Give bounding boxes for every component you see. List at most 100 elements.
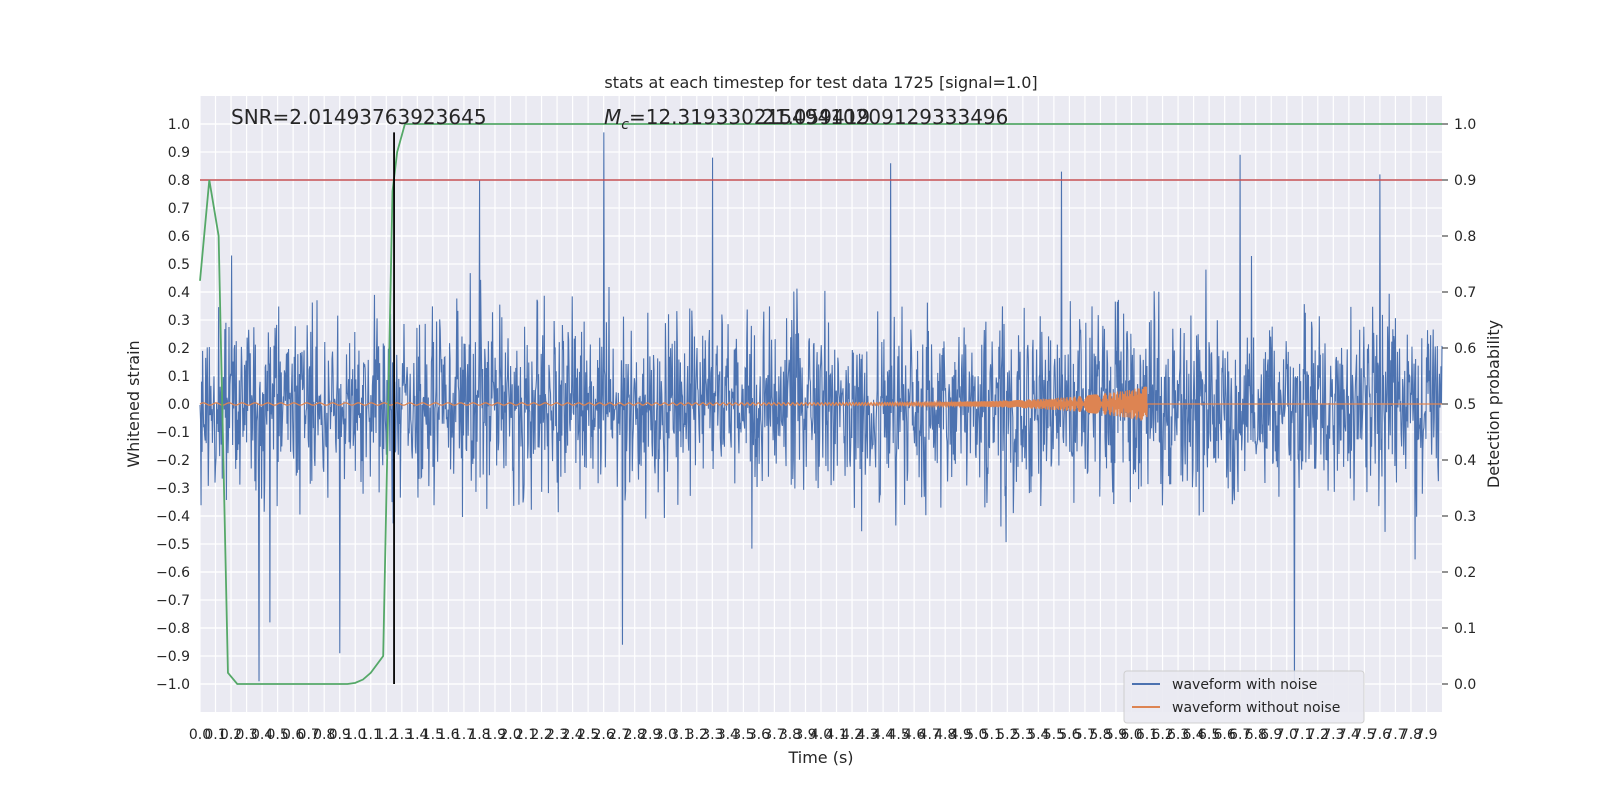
x-tick-label: 3.5 <box>732 727 754 743</box>
x-tick-label: 6.9 <box>1260 727 1282 743</box>
x-tick-label: 7.0 <box>1276 727 1298 743</box>
mc-subscript: c <box>621 117 629 133</box>
x-tick-label: 0.6 <box>282 727 304 743</box>
x-axis-ticks: 0.00.10.20.30.40.50.60.70.80.91.01.11.21… <box>189 727 1438 743</box>
x-tick-label: 3.8 <box>779 727 801 743</box>
x-tick-label: 4.9 <box>950 727 972 743</box>
x-tick-label: 7.3 <box>1322 727 1344 743</box>
x-tick-label: 7.6 <box>1369 727 1391 743</box>
x-tick-label: 2.8 <box>624 727 646 743</box>
x-tick-label: 2.4 <box>561 727 583 743</box>
y-tick-label: 0.6 <box>168 229 190 245</box>
y2-tick-label: 1.0 <box>1454 117 1476 133</box>
x-tick-label: 5.1 <box>981 727 1003 743</box>
x-tick-label: 1.6 <box>437 727 459 743</box>
x-tick-label: 4.0 <box>810 727 832 743</box>
x-tick-label: 1.5 <box>422 727 444 743</box>
x-tick-label: 1.1 <box>360 727 382 743</box>
series-detection-probability <box>199 123 1442 685</box>
x-tick-label: 7.7 <box>1384 727 1406 743</box>
y-tick-label: 0.2 <box>168 341 190 357</box>
legend-label-noise: waveform with noise <box>1172 677 1317 693</box>
x-tick-label: 7.5 <box>1353 727 1375 743</box>
series-waveform-with-noise <box>199 132 1443 682</box>
x-tick-label: 2.0 <box>499 727 521 743</box>
x-tick-label: 1.4 <box>406 727 428 743</box>
x-tick-label: 5.8 <box>1089 727 1111 743</box>
x-tick-label: 4.1 <box>825 727 847 743</box>
x-tick-label: 2.1 <box>515 727 537 743</box>
x-tick-label: 1.2 <box>375 727 397 743</box>
x-tick-label: 4.5 <box>887 727 909 743</box>
probability-line <box>199 123 1442 685</box>
x-tick-label: 5.5 <box>1043 727 1065 743</box>
x-tick-label: 3.3 <box>701 727 723 743</box>
x-tick-label: 5.7 <box>1074 727 1096 743</box>
y2-tick-label: 0.4 <box>1454 453 1476 469</box>
y-tick-label: 0.0 <box>168 397 190 413</box>
legend-label-clean: waveform without noise <box>1172 700 1340 716</box>
snr-annotation: SNR=2.01493763923645 <box>231 105 487 129</box>
x-tick-label: 5.4 <box>1027 727 1049 743</box>
y-tick-label: −0.1 <box>156 425 190 441</box>
x-tick-label: 2.5 <box>577 727 599 743</box>
noise-waveform-line <box>199 132 1443 682</box>
y2-tick-label: 0.7 <box>1454 285 1476 301</box>
x-tick-label: 0.9 <box>329 727 351 743</box>
y2-tick-label: 0.8 <box>1454 229 1476 245</box>
x-tick-label: 2.3 <box>546 727 568 743</box>
clean-waveform-line <box>199 386 1442 421</box>
y2-tick-label: 0.1 <box>1454 621 1476 637</box>
y2-tick-label: 0.9 <box>1454 173 1476 189</box>
y2-tick-label: 0.3 <box>1454 509 1476 525</box>
x-tick-label: 0.7 <box>298 727 320 743</box>
x-tick-label: 3.2 <box>686 727 708 743</box>
x-tick-label: 5.0 <box>965 727 987 743</box>
legend-box <box>1123 670 1365 724</box>
x-tick-label: 3.4 <box>717 727 739 743</box>
y-tick-label: 0.5 <box>168 257 190 273</box>
overlap-annotation: 21.059419 <box>762 105 870 129</box>
x-tick-label: 3.0 <box>655 727 677 743</box>
x-tick-label: 1.7 <box>453 727 475 743</box>
x-tick-label: 3.9 <box>794 727 816 743</box>
x-tick-label: 6.5 <box>1198 727 1220 743</box>
x-tick-label: 6.4 <box>1182 727 1204 743</box>
y-tick-label: 0.7 <box>168 201 190 217</box>
x-tick-label: 6.6 <box>1214 727 1236 743</box>
y2-axis-label: Detection probability <box>1484 320 1503 488</box>
mc-annotation: Mc=12.31933021549410209129333496 <box>604 105 1008 133</box>
x-tick-label: 0.5 <box>266 727 288 743</box>
y2-axis-ticks: 1.0 0.9 0.8 0.7 0.6 0.5 0.4 0.3 0.2 0.1 0.0 <box>1442 117 1476 693</box>
y2-tick-label: 0.2 <box>1454 565 1476 581</box>
series-waveform-without-noise <box>199 386 1442 421</box>
x-tick-label: 0.0 <box>189 727 211 743</box>
mc-symbol: M <box>604 105 621 129</box>
y-tick-label: 0.9 <box>168 145 190 161</box>
x-tick-label: 2.7 <box>608 727 630 743</box>
y-tick-label: −0.9 <box>156 649 190 665</box>
y-tick-label: −1.0 <box>156 677 190 693</box>
y-tick-label: 1.0 <box>168 117 190 133</box>
x-tick-label: 2.2 <box>530 727 552 743</box>
mc-value: =12.31933021549410209129333496 <box>629 105 1008 129</box>
y-tick-label: 0.4 <box>168 285 190 301</box>
x-axis-label: Time (s) <box>787 748 853 767</box>
x-tick-label: 4.7 <box>919 727 941 743</box>
x-tick-label: 3.6 <box>748 727 770 743</box>
x-tick-label: 1.0 <box>344 727 366 743</box>
x-tick-label: 5.6 <box>1058 727 1080 743</box>
y-tick-label: 0.1 <box>168 369 190 385</box>
y-tick-label: 0.3 <box>168 313 190 329</box>
x-tick-label: 4.4 <box>872 727 894 743</box>
x-tick-label: 7.4 <box>1338 727 1360 743</box>
x-tick-label: 5.3 <box>1012 727 1034 743</box>
x-tick-label: 5.2 <box>996 727 1018 743</box>
x-tick-label: 6.8 <box>1245 727 1267 743</box>
x-tick-label: 4.8 <box>934 727 956 743</box>
x-tick-label: 5.9 <box>1105 727 1127 743</box>
x-tick-label: 0.4 <box>251 727 273 743</box>
x-tick-label: 0.1 <box>204 727 226 743</box>
x-tick-label: 4.6 <box>903 727 925 743</box>
